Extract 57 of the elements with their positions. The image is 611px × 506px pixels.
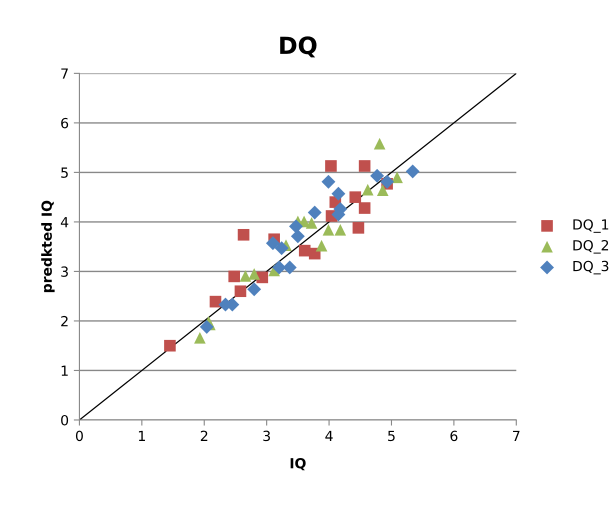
point (240, 270, 252, 282)
chart-title: DQ (280, 36, 317, 58)
point (164, 340, 176, 352)
point (290, 229, 305, 244)
point (406, 164, 420, 178)
y-tick-label: 3 (61, 266, 68, 277)
point (358, 160, 370, 172)
point (238, 228, 250, 241)
point (274, 241, 289, 256)
point (247, 282, 262, 296)
y-tick-label: 0 (61, 414, 68, 426)
point (234, 285, 246, 298)
point (362, 184, 374, 196)
y-axis-title: predkted IQ (41, 200, 55, 292)
point (322, 174, 336, 189)
point (334, 224, 346, 236)
point (380, 174, 394, 189)
x-tick-label: 2 (200, 430, 208, 441)
point (349, 191, 362, 203)
y-tick-label: 1 (62, 366, 68, 376)
point (374, 138, 386, 150)
y-tick-label: 5 (61, 168, 68, 178)
point (289, 219, 303, 234)
point (322, 224, 334, 236)
x-axis-title: IQ (290, 458, 306, 470)
point (308, 206, 322, 220)
point (248, 268, 260, 280)
point (210, 296, 222, 308)
point (331, 186, 346, 201)
x-tick-label: 0 (76, 430, 83, 442)
point (370, 168, 384, 183)
y-tick-label: 6 (61, 118, 68, 128)
point (316, 240, 328, 252)
x-tick-label: 5 (388, 430, 395, 442)
point (325, 160, 337, 172)
x-tick-label: 6 (450, 430, 458, 442)
y-tick-label: 4 (60, 217, 68, 228)
x-tick-label: 1 (138, 430, 145, 441)
point (358, 202, 370, 214)
legend-label: DQ_2 (573, 240, 608, 254)
point (376, 184, 389, 196)
x-tick-label: 7 (513, 430, 520, 441)
point (306, 217, 318, 229)
x-tick-label: 4 (325, 430, 333, 441)
x-tick-label: 3 (263, 430, 270, 442)
point (228, 270, 240, 282)
point (200, 320, 214, 334)
point (194, 332, 206, 344)
y-tick-label: 7 (61, 68, 68, 79)
legend-label: DQ_3 (573, 260, 608, 274)
y-tick-label: 2 (61, 316, 68, 326)
point (282, 260, 297, 274)
point (272, 260, 286, 274)
legend-label: DQ_1 (573, 219, 608, 233)
point (352, 222, 364, 234)
point (391, 172, 403, 184)
point (266, 236, 280, 250)
